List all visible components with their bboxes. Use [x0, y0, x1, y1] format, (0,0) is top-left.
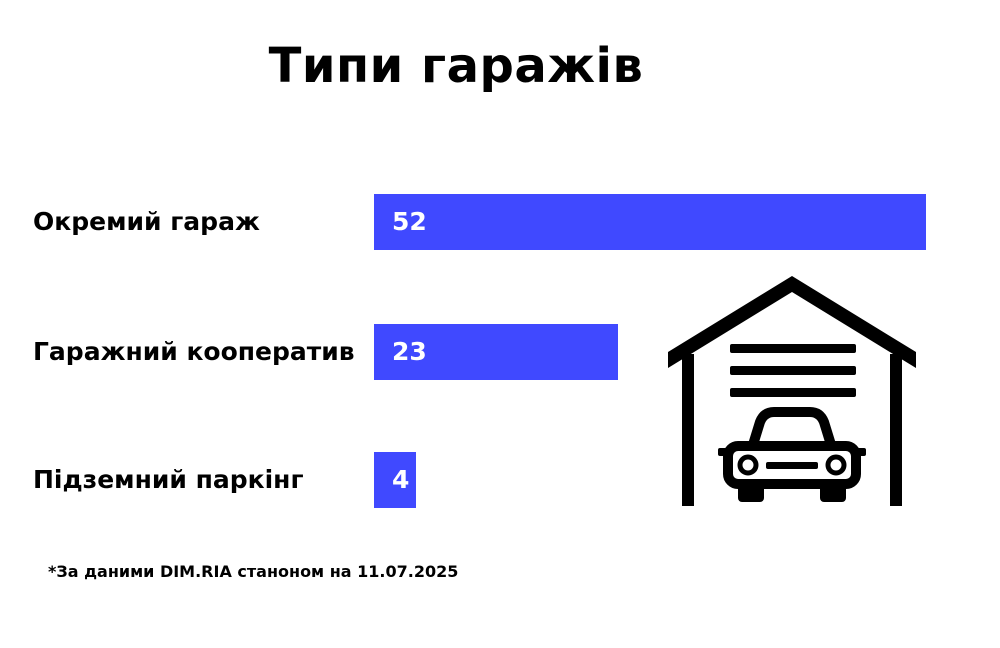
car-shape	[718, 407, 866, 502]
bar-value-label: 4	[392, 465, 410, 494]
garage-right-wall	[890, 354, 902, 506]
category-label: Окремий гараж	[33, 207, 260, 236]
bar	[374, 452, 416, 508]
source-footnote: *За даними DIM.RIA станоном на 11.07.202…	[48, 562, 459, 581]
chart-title: Типи гаражів	[268, 38, 644, 94]
bar	[374, 324, 618, 380]
garage-with-car-icon	[668, 276, 916, 506]
bar-value-label: 23	[392, 337, 427, 366]
garage-shutter-line	[730, 366, 856, 375]
garage-shutter-line	[730, 344, 856, 353]
garage-roof-shape	[668, 276, 916, 368]
garage-shutter-line	[730, 388, 856, 397]
bar	[374, 194, 926, 250]
category-label: Підземний паркінг	[33, 465, 304, 494]
garage-left-wall	[682, 354, 694, 506]
category-label: Гаражний кооператив	[33, 337, 355, 366]
bar-value-label: 52	[392, 207, 427, 236]
